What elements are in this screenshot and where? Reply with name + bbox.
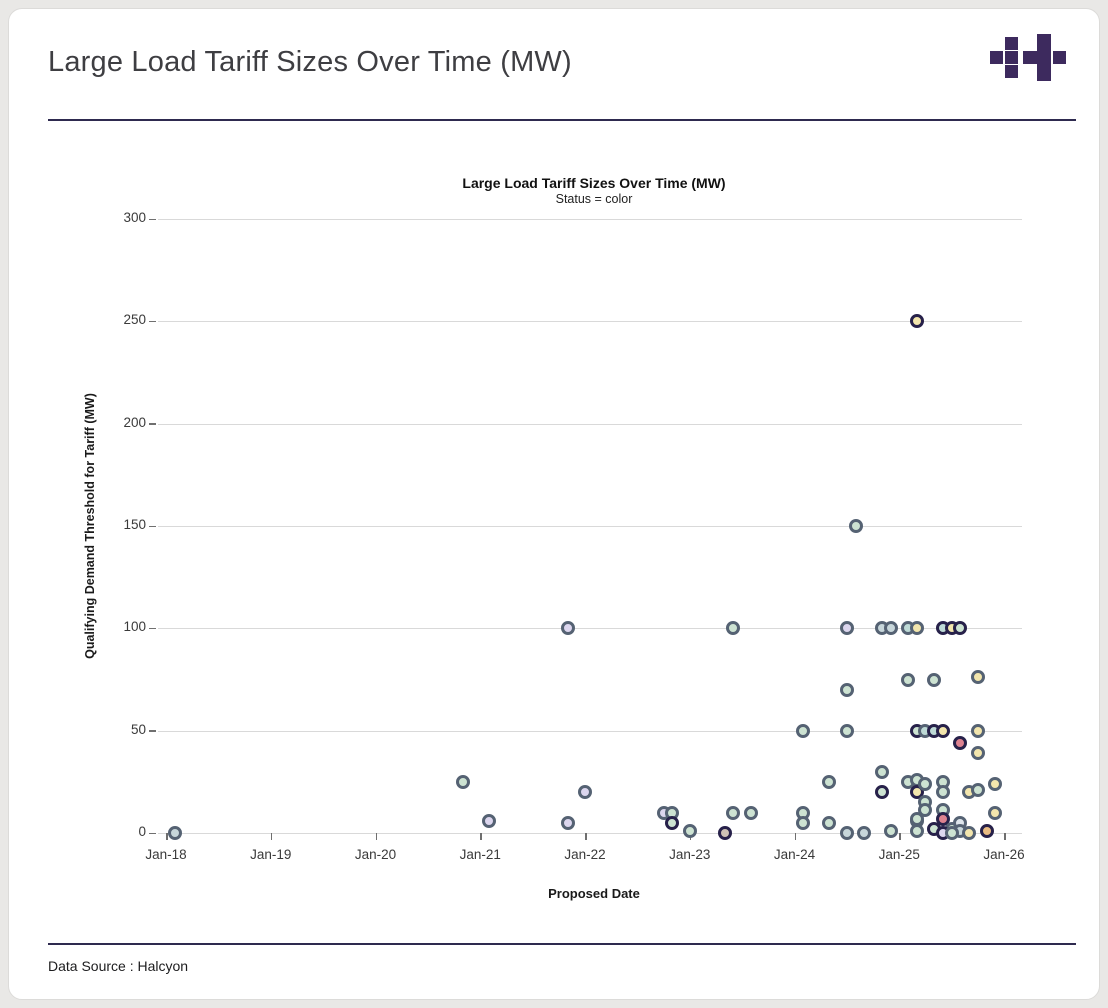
chart-subtitle: Status = color [555, 192, 633, 206]
data-point [900, 672, 915, 687]
data-point [743, 805, 758, 820]
data-point [909, 314, 924, 329]
data-point [970, 723, 985, 738]
data-point [874, 785, 889, 800]
x-tick-label: Jan-20 [354, 847, 397, 862]
data-point [944, 826, 959, 840]
data-point [682, 823, 697, 838]
data-point [717, 826, 732, 840]
y-tick-label: 300 [123, 210, 146, 225]
x-tick-label: Jan-18 [145, 847, 187, 862]
data-point [455, 774, 470, 789]
gridline-y-100 [158, 628, 1022, 630]
gridline-y-150 [158, 526, 1022, 527]
data-point [726, 621, 741, 636]
y-tick-label: 100 [123, 619, 146, 635]
data-point [560, 815, 575, 830]
data-point [918, 776, 933, 791]
data-point [560, 621, 575, 636]
data-point [935, 785, 950, 800]
y-tick-label: 200 [123, 414, 146, 430]
data-point [796, 815, 811, 830]
data-point [935, 811, 950, 826]
data-point [970, 783, 985, 798]
data-point [909, 823, 924, 838]
data-source-text: Data Source : Halcyon [48, 958, 189, 974]
y-tick-mark [149, 730, 156, 732]
data-point [578, 785, 592, 800]
x-tick-label: Jan-25 [878, 847, 920, 862]
data-point [988, 805, 1003, 820]
y-tick-mark [149, 832, 156, 834]
halcyon-logo [990, 34, 1066, 81]
data-point [909, 621, 924, 636]
data-point [979, 823, 994, 838]
y-tick-label: 150 [123, 517, 146, 532]
data-point [839, 723, 854, 738]
data-point [857, 826, 872, 840]
x-tick-mark [585, 833, 587, 840]
x-tick-mark [480, 833, 482, 840]
x-tick-mark [794, 833, 796, 840]
y-tick-mark [149, 525, 156, 527]
data-point [839, 826, 854, 840]
x-tick-label: Jan-24 [773, 847, 816, 862]
data-point [935, 723, 950, 738]
x-tick-label: Jan-22 [564, 847, 606, 862]
x-tick-mark [166, 833, 168, 840]
data-point [953, 621, 968, 636]
y-tick-label: 50 [130, 721, 146, 737]
x-tick-label: Jan-21 [459, 847, 501, 862]
chart-title: Large Load Tariff Sizes Over Time (MW) [462, 175, 726, 191]
x-tick-mark [270, 833, 273, 840]
gridline-y-250 [158, 321, 1022, 323]
data-point [970, 746, 985, 761]
data-point [970, 670, 985, 685]
x-tick-mark [375, 833, 377, 840]
y-tick-mark [149, 320, 156, 323]
data-point [822, 774, 837, 789]
page-title: Large Load Tariff Sizes Over Time (MW) [48, 46, 572, 78]
x-tick-label: Jan-19 [250, 847, 292, 862]
y-tick-label: 0 [138, 824, 146, 839]
data-point [839, 682, 854, 697]
gridline-y-0 [158, 833, 1022, 834]
y-tick-mark [149, 627, 156, 630]
data-point [665, 815, 680, 830]
data-point [953, 735, 968, 750]
x-tick-mark [899, 833, 901, 840]
data-point [839, 621, 854, 636]
data-point [726, 805, 741, 820]
x-axis-title: Proposed Date [548, 886, 640, 901]
y-tick-mark [149, 218, 156, 220]
data-point [822, 815, 837, 830]
data-point [883, 621, 898, 636]
data-point [481, 813, 496, 828]
y-tick-mark [149, 423, 156, 425]
data-point [988, 776, 1003, 791]
y-tick-label: 250 [123, 312, 146, 328]
data-point [883, 823, 898, 838]
data-point [962, 826, 977, 840]
x-tick-label: Jan-26 [983, 847, 1025, 862]
x-tick-label: Jan-23 [669, 847, 711, 862]
gridline-y-300 [158, 219, 1022, 220]
x-tick-mark [1004, 833, 1006, 840]
gridline-y-50 [158, 730, 1022, 732]
data-point [874, 764, 889, 779]
gridline-y-200 [158, 423, 1022, 425]
data-point [927, 672, 942, 687]
footer-rule [48, 943, 1076, 945]
data-point [167, 826, 182, 840]
data-point [796, 723, 811, 738]
data-point [848, 519, 863, 533]
header-rule [48, 119, 1076, 121]
